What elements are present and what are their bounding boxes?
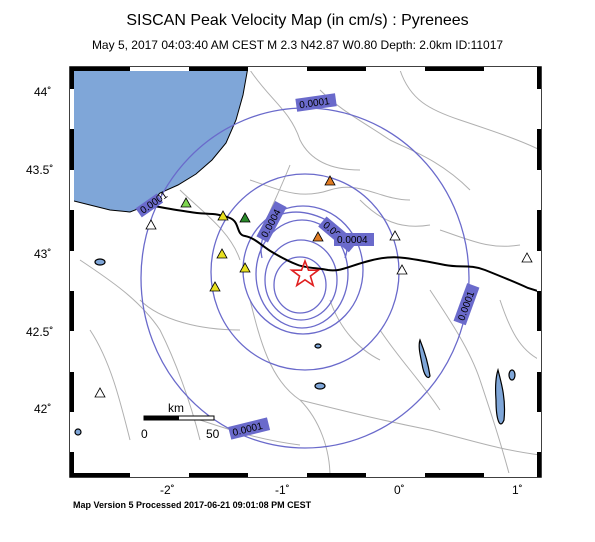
station-triangle-icon: [216, 248, 228, 259]
map-title: SISCAN Peak Velocity Map (in cm/s) : Pyr…: [126, 12, 469, 29]
lat-label: 42˚: [34, 402, 51, 416]
scale-max-label: 50: [206, 427, 220, 441]
station-triangle-icon: [396, 264, 408, 275]
map-frame: [69, 66, 542, 478]
lat-label: 43.5˚: [26, 163, 53, 177]
contour-label: 0.0004: [337, 235, 368, 246]
epicenter-star-icon: [289, 258, 321, 288]
contour-label-box: [334, 233, 374, 246]
station-triangle-icon: [239, 212, 251, 223]
map-version-footer: Map Version 5 Processed 2017-06-21 09:01…: [73, 500, 312, 510]
contour-label-box: [453, 283, 480, 326]
station-triangle-icon: [389, 230, 401, 241]
lon-label: -1˚: [275, 483, 290, 497]
contour-label-box: [228, 417, 271, 440]
lat-label: 42.5˚: [26, 325, 53, 339]
station-triangle-icon: [239, 262, 251, 273]
station-triangle-icon: [180, 197, 192, 208]
scale-bar: km 0 50: [141, 401, 220, 441]
scale-unit: km: [168, 401, 184, 415]
station-triangle-icon: [312, 231, 324, 242]
lon-label: 0˚: [394, 483, 405, 497]
contour-label-box: [135, 193, 164, 218]
lat-label: 44˚: [34, 85, 51, 99]
station-triangle-icon: [209, 281, 221, 292]
scale-min-label: 0: [141, 427, 148, 441]
national-border: [147, 204, 541, 293]
station-triangle-icon: [145, 219, 157, 230]
station-triangle-icon: [521, 252, 533, 263]
lat-label: 43˚: [34, 247, 51, 261]
lon-label: 1˚: [512, 483, 523, 497]
scale-bar-fill: [144, 416, 179, 420]
contour-label-box: [256, 201, 287, 243]
contour-label: 0.0001: [299, 96, 331, 111]
latitude-labels: 44˚ 43.5˚ 43˚ 42.5˚ 42˚: [26, 85, 53, 416]
longitude-labels: -2˚ -1˚ 0˚ 1˚: [160, 483, 523, 497]
station-triangle-icon: [324, 175, 336, 186]
rivers: [79, 69, 541, 477]
contour-label-box: [295, 93, 337, 112]
station-triangle-icon: [217, 210, 229, 221]
lon-label: -2˚: [160, 483, 175, 497]
event-info: May 5, 2017 04:03:40 AM CEST M 2.3 N42.8…: [91, 38, 504, 52]
seismic-stations: [94, 175, 533, 398]
station-triangle-icon: [94, 387, 106, 398]
lakes: [74, 258, 516, 436]
sea-area: [70, 67, 249, 213]
